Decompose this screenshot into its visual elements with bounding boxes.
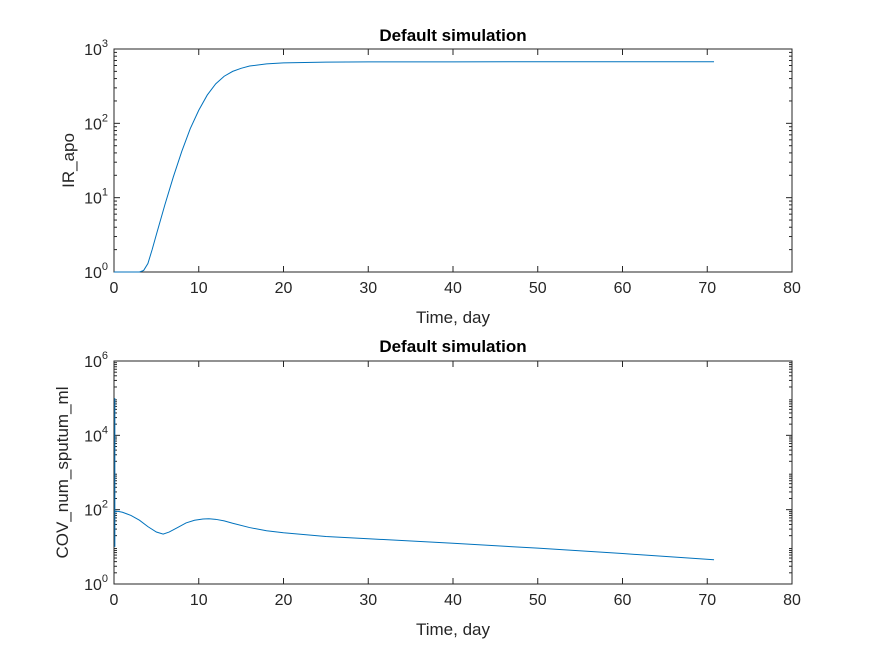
y-tick-label: 101 [84, 187, 108, 208]
y-tick-label: 104 [84, 424, 108, 445]
x-tick-label: 60 [614, 592, 632, 609]
x-tick-label: 30 [359, 280, 377, 297]
tick-group: 0 10 20 30 40 50 60 70 80 100 102 104 106 [84, 350, 801, 609]
series-group [114, 61, 715, 273]
x-tick-label: 50 [529, 280, 547, 297]
x-axis-label: Time, day [416, 308, 491, 327]
x-tick-label: 20 [275, 592, 293, 609]
x-tick-label: 0 [110, 280, 119, 297]
y-tick-label: 100 [84, 261, 108, 282]
tick-group: 0 10 20 30 40 50 60 70 80 100 101 102 103 [84, 38, 801, 297]
chart-title: Default simulation [379, 26, 526, 45]
series-line [114, 61, 715, 273]
x-tick-label: 40 [444, 280, 462, 297]
y-axis-label: IR_apo [59, 133, 78, 188]
series-line [114, 510, 715, 561]
x-tick-label: 70 [698, 592, 716, 609]
x-tick-label: 70 [698, 280, 716, 297]
x-tick-label: 50 [529, 592, 547, 609]
subplot-cov-num-sputum: Default simulation Time, day COV_num_spu… [53, 337, 801, 639]
series-group [114, 398, 715, 561]
y-tick-label: 100 [84, 573, 108, 594]
x-axis-label: Time, day [416, 620, 491, 639]
x-tick-label: 20 [275, 280, 293, 297]
x-tick-label: 10 [190, 592, 208, 609]
x-tick-label: 10 [190, 280, 208, 297]
chart-title: Default simulation [379, 337, 526, 356]
x-tick-label: 80 [783, 592, 801, 609]
x-tick-label: 30 [359, 592, 377, 609]
y-tick-label: 102 [84, 112, 108, 133]
y-tick-label: 103 [84, 38, 108, 59]
y-tick-label: 106 [84, 350, 108, 371]
x-tick-label: 0 [110, 592, 119, 609]
axes-box [113, 48, 793, 273]
axes-box [113, 360, 793, 585]
x-tick-label: 60 [614, 280, 632, 297]
x-tick-label: 40 [444, 592, 462, 609]
y-axis-label: COV_num_sputum_ml [53, 387, 72, 559]
x-tick-label: 80 [783, 280, 801, 297]
subplot-ir-apo: Default simulation Time, day IR_apo 0 10 2… [59, 26, 801, 327]
y-tick-label: 102 [84, 499, 108, 520]
